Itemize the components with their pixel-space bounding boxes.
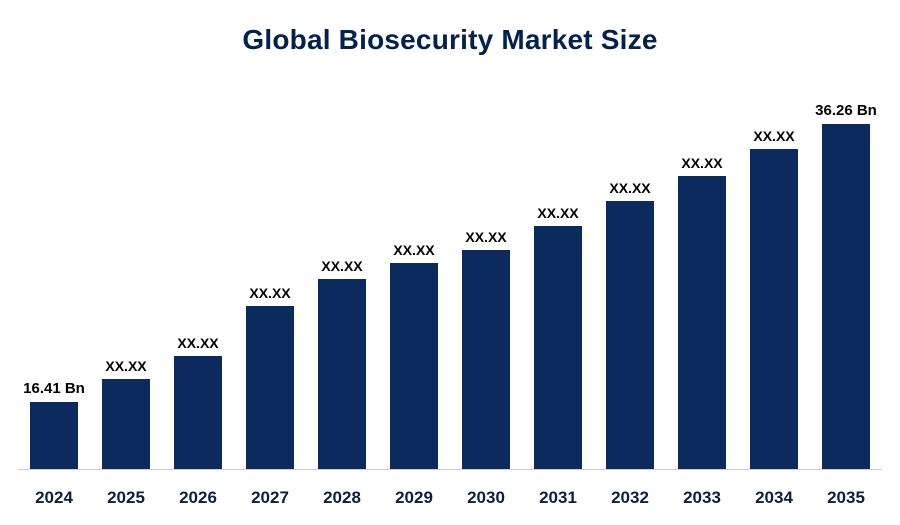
x-axis-tick-label: 2032: [611, 488, 649, 507]
x-axis-tick-label: 2027: [251, 488, 289, 507]
bar: [390, 263, 438, 469]
bar-value-label: XX.XX: [105, 358, 147, 374]
bar: [822, 124, 870, 469]
x-axis-tick-label: 2028: [323, 488, 361, 507]
bar-group-2029: XX.XX: [378, 80, 450, 469]
bar: [30, 402, 78, 469]
bar-group-2034: XX.XX: [738, 80, 810, 469]
x-axis-tick-label: 2029: [395, 488, 433, 507]
bar: [606, 201, 654, 469]
bar: [534, 226, 582, 469]
bar: [678, 176, 726, 469]
bar-value-label: XX.XX: [537, 205, 579, 221]
bar: [462, 250, 510, 469]
bar-value-label: XX.XX: [609, 180, 651, 196]
bar-group-2035: 36.26 Bn: [810, 80, 882, 469]
bar-value-label: XX.XX: [465, 229, 507, 245]
bar: [750, 149, 798, 469]
x-axis-tick-label: 2026: [179, 488, 217, 507]
x-axis-tick-label: 2025: [107, 488, 145, 507]
chart-title: Global Biosecurity Market Size: [242, 24, 658, 55]
bar-value-label: XX.XX: [393, 242, 435, 258]
bar-value-label: XX.XX: [177, 335, 219, 351]
bar-value-label: XX.XX: [249, 285, 291, 301]
bar-group-2027: XX.XX: [234, 80, 306, 469]
x-axis-tick-label: 2035: [827, 488, 865, 507]
bar-value-label: XX.XX: [321, 258, 363, 274]
bar: [174, 356, 222, 469]
x-axis-tick-label: 2031: [539, 488, 577, 507]
bar-group-2032: XX.XX: [594, 80, 666, 469]
bar: [102, 379, 150, 469]
bar-group-2031: XX.XX: [522, 80, 594, 469]
bar-group-2030: XX.XX: [450, 80, 522, 469]
bars-row: 16.41 Bn XX.XX XX.XX XX.XX XX.XX XX.XX XX.XX XX…: [18, 80, 882, 470]
plot-area: 16.41 Bn XX.XX XX.XX XX.XX XX.XX XX.XX XX.XX XX…: [18, 80, 882, 525]
x-axis-tick-label: 2024: [35, 488, 73, 507]
bar-group-2033: XX.XX: [666, 80, 738, 469]
bar-value-label: 36.26 Bn: [815, 102, 877, 119]
bar: [318, 279, 366, 469]
bar-group-2025: XX.XX: [90, 80, 162, 469]
bar: [246, 306, 294, 469]
bar-group-2026: XX.XX: [162, 80, 234, 469]
x-axis-labels: 2024 2025 2026 2027 2028 2029 2030 2031 2032 2033…: [18, 483, 882, 513]
bar-value-label: XX.XX: [681, 155, 723, 171]
x-axis-tick-label: 2033: [683, 488, 721, 507]
bar-value-label: XX.XX: [753, 128, 795, 144]
bar-group-2028: XX.XX: [306, 80, 378, 469]
bar-value-label: 16.41 Bn: [23, 380, 85, 397]
x-axis-tick-label: 2034: [755, 488, 793, 507]
bar-group-2024: 16.41 Bn: [18, 80, 90, 469]
x-axis-tick-label: 2030: [467, 488, 505, 507]
